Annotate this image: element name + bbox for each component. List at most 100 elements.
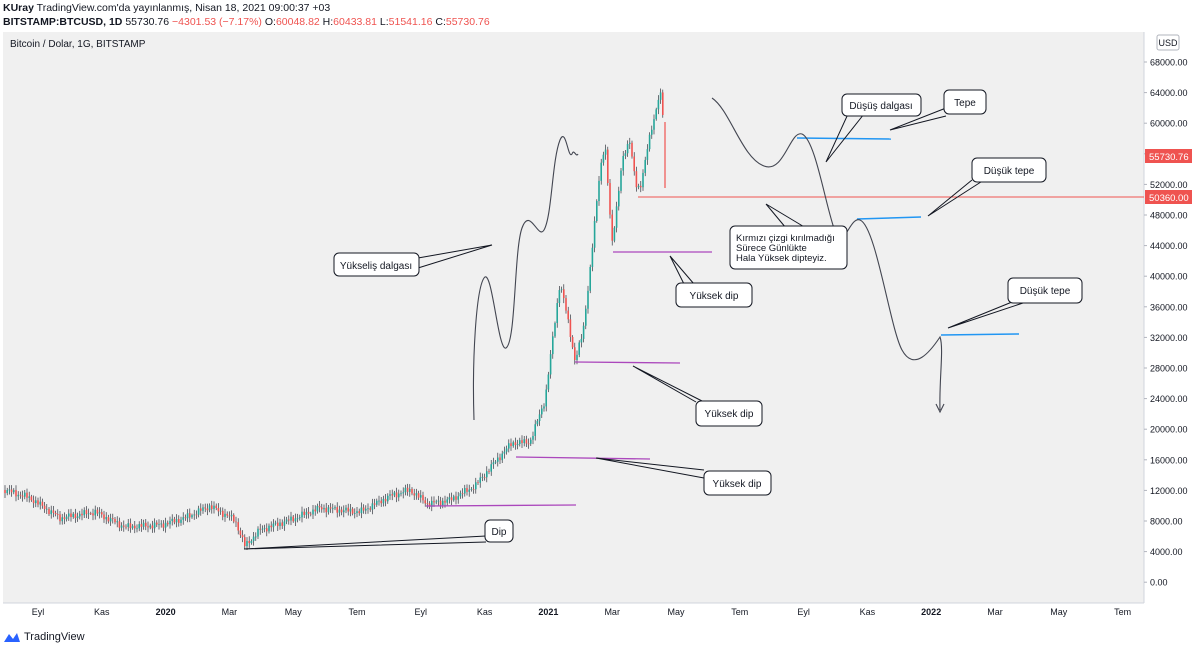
author-name: KUray xyxy=(3,2,34,14)
close-label: C: xyxy=(435,16,446,28)
candle-body xyxy=(580,338,583,343)
candle-body xyxy=(164,522,167,528)
rise-wave-drawing[interactable] xyxy=(472,136,579,421)
candle-body xyxy=(472,489,475,490)
candle-body xyxy=(384,498,387,502)
candle-body xyxy=(426,503,429,505)
callout-lower-high-2[interactable]: Düşük tepe xyxy=(947,277,1083,329)
candle-body xyxy=(618,190,620,207)
price-tick-label: 20000.00 xyxy=(1150,425,1188,435)
callout-lower-high-1[interactable]: Düşük tepe xyxy=(927,157,1047,217)
candle-body xyxy=(365,508,367,511)
footer[interactable]: TradingView xyxy=(3,631,85,643)
candle-body xyxy=(646,149,649,160)
candle-body xyxy=(222,510,224,517)
candle-body xyxy=(549,354,552,375)
price-tick-label: 68000.00 xyxy=(1150,58,1188,68)
time-axis[interactable]: Eyl Kas 2020 Mar May Tem Eyl Kas 2021 Mar May Tem Ey… xyxy=(32,607,1131,617)
candle-body xyxy=(4,490,6,494)
candle-body xyxy=(39,501,41,505)
candle-body xyxy=(609,182,611,215)
time-tick-label: Kas xyxy=(860,607,876,617)
candle-body xyxy=(527,443,530,445)
callout-rise-wave[interactable]: Yükseliş dalgası xyxy=(333,244,493,277)
candle-body xyxy=(310,513,312,515)
candlestick-series xyxy=(4,88,666,550)
candle-body xyxy=(140,524,143,527)
candle-body xyxy=(112,518,114,520)
candle-body xyxy=(24,492,26,497)
callout-red-line-note[interactable]: Kırmızı çizgi kırılmadığı Sürece Günlükt… xyxy=(729,203,848,270)
candle-body xyxy=(103,514,105,520)
candle-body xyxy=(35,500,37,504)
candle-body xyxy=(239,530,242,536)
price-chart[interactable]: Bitcoin / Dolar, 1G, BITSTAMP USD 68000.… xyxy=(0,30,1200,630)
callout-top[interactable]: Tepe xyxy=(889,89,987,131)
callout-dip[interactable]: Dip xyxy=(243,519,514,550)
candle-body xyxy=(400,493,402,495)
candle-body xyxy=(116,521,118,523)
candle-body xyxy=(402,492,404,494)
candle-body xyxy=(305,511,308,515)
candle-body xyxy=(446,499,448,503)
candle-body xyxy=(123,525,125,527)
candle-body xyxy=(417,493,420,498)
candle-body xyxy=(94,509,96,516)
candle-body xyxy=(96,509,99,514)
candle-body xyxy=(433,500,435,503)
candle-body xyxy=(499,457,501,461)
callout-higher-low-2[interactable]: Yüksek dip xyxy=(632,365,763,427)
candle-body xyxy=(274,522,277,524)
candle-body xyxy=(160,523,162,525)
candle-body xyxy=(175,519,178,523)
candle-body xyxy=(644,159,646,173)
callout-higher-low-1-text: Yüksek dip xyxy=(713,479,762,490)
callout-rise-wave-text: Yükseliş dalgası xyxy=(340,261,412,272)
candle-body xyxy=(387,495,389,502)
last-price-tag-text: 55730.76 xyxy=(1149,152,1189,163)
candle-body xyxy=(532,435,534,440)
candle-body xyxy=(257,528,259,537)
candle-body xyxy=(563,289,565,299)
candle-body xyxy=(424,500,426,504)
candle-body xyxy=(492,462,495,465)
resistance-line-lower-high-2[interactable] xyxy=(940,333,1020,336)
callout-higher-low-1[interactable]: Yüksek dip xyxy=(595,457,772,496)
candle-body xyxy=(250,540,253,544)
candle-body xyxy=(334,507,336,509)
candle-body xyxy=(398,493,400,498)
price-tick-label: 36000.00 xyxy=(1150,302,1188,312)
callout-higher-low-3[interactable]: Yüksek dip xyxy=(669,255,753,308)
candle-body xyxy=(301,511,303,518)
currency-badge[interactable]: USD xyxy=(1156,34,1180,51)
candle-body xyxy=(598,180,600,202)
candle-body xyxy=(6,490,8,494)
candle-body xyxy=(83,510,85,516)
callout-fall-wave[interactable]: Düşüş dalgası xyxy=(825,93,922,163)
note-line-3: Hala Yüksek dipteyiz. xyxy=(736,253,827,264)
candle-body xyxy=(448,497,451,500)
candle-body xyxy=(318,505,321,508)
support-line-2[interactable] xyxy=(515,456,651,460)
candle-body xyxy=(105,517,107,520)
candle-body xyxy=(145,522,147,527)
candle-body xyxy=(87,513,90,515)
candle-body xyxy=(136,528,138,530)
candle-body xyxy=(246,541,248,547)
resistance-line-lower-high-1[interactable] xyxy=(856,216,922,220)
price-tick-label: 60000.00 xyxy=(1150,119,1188,129)
candle-body xyxy=(651,129,653,135)
candle-body xyxy=(327,507,330,513)
candle-body xyxy=(178,519,180,523)
price-axis[interactable]: 68000.0064000.0060000.0056000.0052000.00… xyxy=(1144,58,1188,588)
candle-body xyxy=(483,476,486,478)
support-line-3[interactable] xyxy=(574,361,681,364)
candle-body xyxy=(600,162,602,181)
support-line-1[interactable] xyxy=(425,504,577,507)
candle-body xyxy=(340,509,343,513)
fall-wave-drawing[interactable] xyxy=(711,97,943,411)
candle-body xyxy=(204,507,206,509)
candle-body xyxy=(120,525,123,528)
candle-body xyxy=(149,525,151,528)
candle-body xyxy=(635,171,638,188)
